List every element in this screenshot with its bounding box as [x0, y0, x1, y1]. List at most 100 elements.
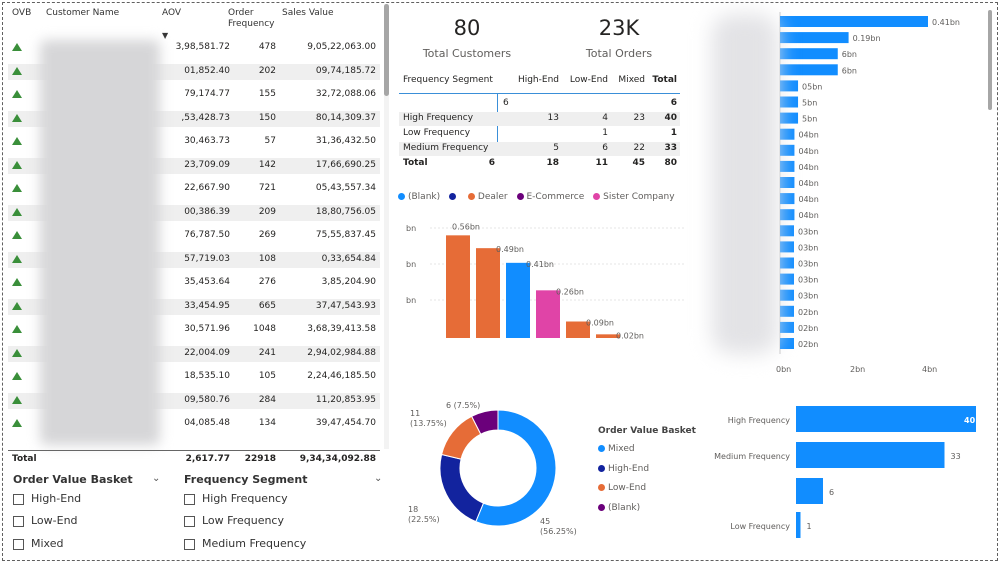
data-label: 02bn — [798, 324, 818, 333]
table-row[interactable]: 76,787.50 269 75,55,837.45 — [8, 228, 380, 244]
column-customer-name[interactable]: Customer Name — [46, 8, 120, 18]
cell-sales: 37,47,543.93 — [315, 300, 376, 311]
matrix-row-label: High Frequency — [403, 113, 474, 123]
data-label: 05bn — [802, 82, 822, 91]
column-ovb[interactable]: OVB — [12, 8, 32, 18]
legend-dot — [516, 193, 524, 200]
table-row[interactable]: 04,085.48 134 39,47,454.70 — [8, 416, 380, 432]
category-label: Medium Frequency — [714, 452, 790, 461]
trend-up-icon — [12, 43, 22, 51]
cell-frequency: 721 — [258, 183, 276, 193]
data-label: 6bn — [842, 66, 857, 75]
cell-sales: 17,66,690.25 — [315, 159, 376, 170]
legend-item[interactable]: Sister Company — [587, 192, 675, 202]
data-label: 03bn — [798, 227, 818, 236]
cell-aov: 79,174.77 — [184, 89, 230, 99]
trend-up-icon — [12, 184, 22, 192]
chevron-down-icon[interactable]: ⌄ — [152, 473, 161, 484]
data-label: 1 — [807, 522, 812, 531]
matrix-header[interactable]: Total — [652, 75, 677, 85]
slicer-item-medium-frequency[interactable]: Medium Frequency — [184, 537, 364, 553]
slicer-item-high-frequency[interactable]: High Frequency — [184, 492, 364, 508]
matrix-row[interactable]: Medium Frequency 5 6 22 33 — [399, 142, 680, 156]
checkbox-icon[interactable] — [13, 516, 24, 527]
chart-scrollbar-thumb[interactable] — [988, 10, 992, 110]
slicer-item-high-end[interactable]: High-End — [13, 492, 153, 508]
chevron-down-icon[interactable]: ⌄ — [374, 473, 383, 484]
data-label: 04bn — [798, 179, 818, 188]
trend-up-icon — [12, 278, 22, 286]
cell-frequency: 276 — [258, 277, 276, 287]
frequency-matrix: Frequency Segment High-End Low-End Mixed… — [399, 72, 682, 172]
matrix-header[interactable]: Low-End — [569, 75, 608, 85]
slicer-item-low-end[interactable]: Low-End — [13, 514, 153, 530]
column-aov[interactable]: AOV — [162, 8, 182, 18]
donut-legend-item[interactable]: High-End — [598, 464, 649, 474]
table-row[interactable]: 79,174.77 155 32,72,088.06 — [8, 87, 380, 103]
matrix-cell: 6 — [488, 158, 495, 168]
legend-item[interactable]: (Blank) — [396, 192, 440, 202]
table-row[interactable]: 35,453.64 276 3,85,204.90 — [8, 275, 380, 291]
checkbox-icon[interactable] — [13, 494, 24, 505]
table-row[interactable]: 3,98,581.72 478 9,05,22,063.00 — [8, 40, 380, 56]
slicer-item-mixed[interactable]: Mixed — [13, 537, 153, 553]
customer-bar — [780, 64, 838, 76]
checkbox-icon[interactable] — [184, 539, 195, 550]
data-label: 04bn — [798, 147, 818, 156]
checkbox-icon[interactable] — [184, 494, 195, 505]
legend-item[interactable]: Dealer — [462, 192, 508, 202]
legend-label: Low-End — [608, 483, 647, 493]
matrix-cell: 13 — [547, 113, 559, 123]
customer-bar — [780, 96, 799, 108]
redacted-customer-labels — [712, 14, 778, 354]
frequency-bar — [796, 478, 823, 504]
table-row[interactable]: 22,667.90 721 05,43,557.34 — [8, 181, 380, 197]
customer-table-header: OVB Customer Name AOV ▼ Order Frequency S… — [8, 4, 386, 40]
matrix-header[interactable]: Mixed — [618, 75, 645, 85]
cell-aov: 00,386.39 — [184, 206, 230, 217]
customer-bar — [780, 48, 838, 60]
cell-sales: 9,05,22,063.00 — [307, 42, 376, 52]
customer-bar — [780, 257, 794, 269]
trend-up-icon — [12, 66, 22, 75]
matrix-cell: 1 — [602, 128, 608, 138]
donut-legend-item[interactable]: Mixed — [598, 444, 635, 454]
column-sales-value[interactable]: Sales Value — [282, 8, 334, 18]
legend-item[interactable]: E-Commerce — [511, 192, 584, 202]
cell-frequency: 150 — [258, 112, 276, 123]
matrix-header[interactable]: High-End — [517, 75, 559, 85]
slicer-item-low-frequency[interactable]: Low Frequency — [184, 514, 364, 530]
column-bar — [506, 262, 530, 338]
matrix-row[interactable]: Total 6 18 11 45 80 — [399, 157, 680, 171]
checkbox-icon[interactable] — [184, 516, 195, 527]
column-order-frequency[interactable]: Order Frequency — [228, 8, 275, 29]
donut-legend-item[interactable]: Low-End — [598, 483, 646, 493]
y-tick-label: bn — [406, 296, 416, 305]
matrix-header[interactable]: Frequency Segment — [403, 75, 493, 85]
column-bar — [446, 235, 470, 338]
donut-legend-item[interactable]: (Blank) — [598, 503, 640, 513]
order-value-basket-donut: 45 (56.25%) 18 (22.5%) 11 (13.75%)6 (7.5%) — [408, 401, 577, 536]
table-scrollbar[interactable] — [384, 4, 389, 449]
slicer-title-frequency-segment: Frequency Segment — [184, 473, 308, 486]
channel-legend: (Blank) Dealer E-Commerce Sister Company — [396, 192, 675, 202]
axis-area — [396, 340, 688, 348]
cell-frequency: 665 — [258, 300, 276, 311]
table-scrollbar-thumb[interactable] — [384, 4, 389, 96]
frequency-bar — [796, 406, 976, 432]
customer-bar — [780, 177, 795, 188]
cell-aov: 57,719.03 — [184, 253, 230, 264]
table-row[interactable]: 18,535.10 105 2,24,46,185.50 — [8, 369, 380, 385]
table-row[interactable]: 30,463.73 57 31,36,432.50 — [8, 134, 380, 150]
donut-legend-title: Order Value Basket — [598, 426, 696, 436]
customer-bar — [780, 338, 794, 349]
matrix-cell: 6 — [503, 98, 509, 108]
checkbox-icon[interactable] — [13, 539, 24, 550]
legend-item[interactable] — [443, 192, 459, 202]
cell-frequency: 108 — [258, 253, 276, 264]
matrix-row[interactable]: Low Frequency 1 1 — [399, 127, 680, 141]
matrix-cell: 18 — [546, 158, 559, 168]
table-row[interactable]: 30,571.96 1048 3,68,39,413.58 — [8, 322, 380, 338]
matrix-row[interactable]: High Frequency 13 4 23 40 — [399, 112, 680, 126]
